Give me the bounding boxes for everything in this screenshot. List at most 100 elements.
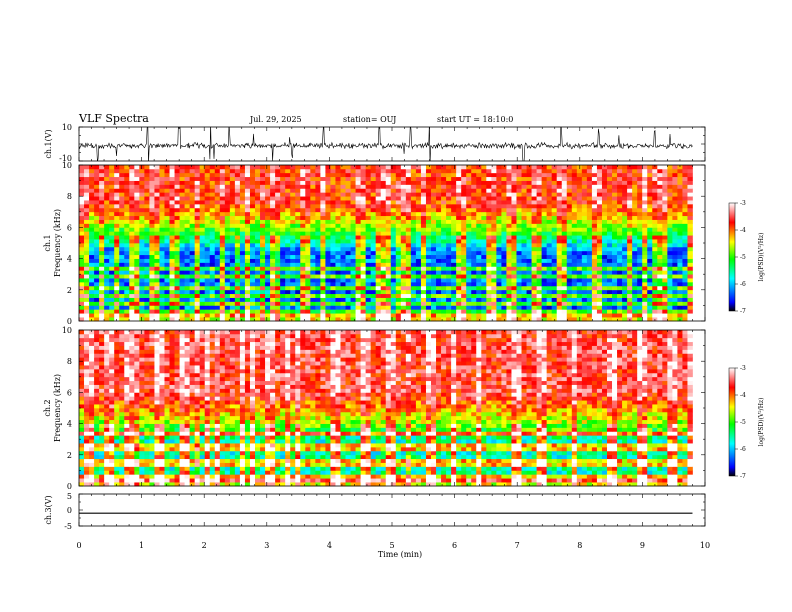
ch1-spec-cell [370, 309, 377, 314]
ch1-spec-cell [375, 204, 382, 209]
ch1-spec-cell [189, 235, 196, 240]
ch1-spec-cell [481, 305, 487, 310]
ch1-spec-cell [456, 282, 462, 287]
ch1-spec-cell [335, 200, 341, 205]
ch1-spec-cell [255, 215, 261, 220]
ch1-spec-cell [546, 313, 553, 318]
ch1-spec-cell [199, 207, 206, 213]
ch1-spec-cell [431, 188, 437, 193]
ch1-spec-cell [551, 223, 558, 228]
ch1-spec-cell [591, 250, 598, 256]
ch1-spec-cell [420, 172, 427, 178]
ch1-spec-cell [436, 254, 442, 259]
ch1-spec-cell [375, 266, 382, 271]
ch1-spec-cell [265, 168, 271, 174]
ch1-spec-cell [551, 317, 558, 322]
ch1-spec-cell [395, 211, 402, 217]
ch1-spec-cell [531, 215, 537, 220]
ch1-spec-cell [365, 285, 372, 291]
ch1-spec-cell [345, 184, 351, 189]
ch1-spec-cell [647, 168, 653, 174]
ch1-spec-cell [627, 192, 633, 197]
ch1-spec-cell [320, 254, 326, 259]
ch1-spec-cell [576, 282, 583, 287]
ch1-spec-cell [466, 188, 472, 193]
ch1-spec-cell [385, 211, 392, 217]
ch1-spec-cell [551, 172, 558, 178]
ch1-spec-cell [541, 235, 547, 240]
ch1-spec-cell [134, 243, 140, 248]
ch1-spec-cell [219, 270, 226, 275]
ch1-spec-cell [370, 168, 377, 174]
ch1-spec-cell [601, 227, 608, 232]
ch1-spec-cell [596, 266, 603, 271]
ch1-spec-cell [576, 274, 583, 279]
ch1-spec-cell [601, 282, 608, 287]
ch1-spec-cell [576, 180, 583, 185]
ch1-spec-cell [380, 235, 387, 240]
ch1-spec-cell [139, 204, 145, 209]
ch1-spec-cell [260, 297, 266, 302]
ch1-spec-cell [607, 293, 613, 298]
ch1-spec-cell [607, 289, 613, 295]
ch1-spec-cell [561, 262, 568, 267]
ch1-spec-cell [295, 313, 301, 318]
ch1-spec-cell [531, 200, 537, 205]
ch1-spec-cell [229, 168, 236, 174]
ch1-spec-cell [214, 282, 221, 287]
ch1-spec-cell [526, 243, 532, 248]
ch1-spec-cell [556, 235, 563, 240]
ch1-spec-cell [239, 278, 246, 283]
ch1-spec-cell [586, 289, 593, 295]
ch1-spec-cell [400, 172, 407, 178]
ch1-spec-cell [617, 227, 623, 232]
ch1-spec-cell [285, 301, 291, 306]
ch1-spec-cell [270, 188, 276, 193]
ch1-spec-cell [642, 235, 648, 240]
ch1-spec-cell [461, 313, 467, 318]
ch1-spec-cell [290, 172, 296, 178]
ch1-spec-cell [496, 282, 502, 287]
ch1-spec-cell [521, 235, 527, 240]
ch1-spec-cell [350, 274, 356, 279]
ch1-spec-cell [129, 239, 135, 244]
ch1-spec-cell [471, 165, 477, 170]
ch1-spec-cell [229, 227, 236, 232]
ch1-spec-cell [431, 258, 437, 263]
ch1-spec-cell [536, 262, 542, 267]
ch1-spec-cell [687, 215, 693, 220]
ch1-spec-cell [637, 305, 643, 310]
ch1-spec-cell [420, 211, 427, 217]
ch1-spec-cell [265, 317, 271, 322]
ch1-spec-cell [164, 250, 170, 256]
ch1-spec-cell [471, 250, 477, 256]
ch1-spec-cell [285, 172, 291, 178]
ch1-spec-cell [209, 254, 216, 259]
ch1-spec-cell [672, 293, 678, 298]
ch1-spec-cell [335, 215, 341, 220]
ch1-spec-cell [556, 204, 563, 209]
ch1-spec-cell [300, 188, 306, 193]
ch1-spec-cell [255, 243, 261, 248]
ch1-spec-cell [260, 285, 266, 291]
ch1-spec-cell [531, 289, 537, 295]
ch1-spec-cell [571, 317, 578, 322]
ch1-spec-cell [632, 305, 638, 310]
ch1-spec-cell [229, 250, 236, 256]
ch1-spec-cell [295, 188, 301, 193]
ch1-spec-cell [612, 200, 618, 205]
ch1-spec-cell [209, 219, 216, 224]
ch1-spec-cell [300, 254, 306, 259]
ch1-spec-cell [576, 297, 583, 302]
ch1-spec-cell [139, 188, 145, 193]
ch1-spec-cell [501, 219, 507, 224]
ch1-spec-cell [687, 239, 693, 244]
ch1-spec-cell [295, 211, 301, 217]
ch1-spec-cell [566, 243, 573, 248]
ch1-spec-cell [446, 317, 452, 322]
ch1-spec-cell [315, 258, 321, 263]
ch1-spec-cell [516, 301, 522, 306]
ch1-spec-cell [451, 293, 457, 298]
ch1-spec-cell [571, 172, 578, 178]
ch1-spec-cell [637, 172, 643, 178]
